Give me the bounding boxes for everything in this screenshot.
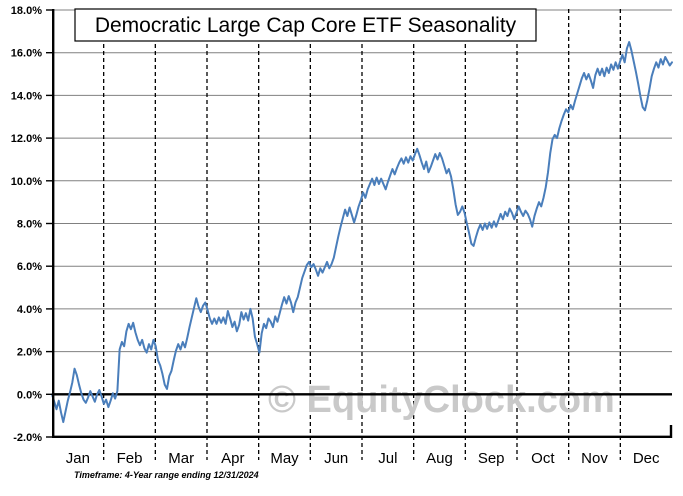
x-axis-label-oct: Oct [531,450,555,467]
x-axis-label-dec: Dec [633,450,660,467]
chart-title: Democratic Large Cap Core ETF Seasonalit… [95,14,517,37]
y-axis-ticks: 18.0% 16.0% 14.0% 12.0% 10.0% 8.0% 6.0% 4.0% 2.0… [11,5,53,444]
y-axis-label: 16.0% [11,48,42,60]
x-axis-label-may: May [270,450,299,467]
y-axis-label: 2.0% [17,347,42,359]
x-axis-label-jul: Jul [378,450,397,467]
seasonality-line [51,41,673,424]
y-axis-label: 14.0% [11,90,42,102]
chart-title-box [74,8,537,42]
y-axis-label: 0.0% [17,389,42,401]
chart-footnote: Timeframe: 4-Year range ending 12/31/202… [74,470,259,480]
month-divider-lines [103,9,621,460]
y-axis-label: 12.0% [11,133,42,145]
y-axis-label: 6.0% [17,261,42,273]
x-axis-label-feb: Feb [117,450,143,467]
x-axis-label-aug: Aug [426,450,453,467]
y-axis-label: -2.0% [13,432,42,444]
x-axis-label-jun: Jun [324,450,348,467]
x-axis-label-nov: Nov [581,450,608,467]
x-axis-month-labels: Jan Feb Mar Apr May Jun Jul Aug Sep Oct Nov Dec [66,450,660,467]
y-axis-label: 18.0% [11,5,42,17]
y-axis-label: 10.0% [11,176,42,188]
y-axis-label: 8.0% [17,219,42,231]
x-axis-label-sep: Sep [478,450,505,467]
y-axis-label: 4.0% [17,304,42,316]
x-axis-label-mar: Mar [168,450,194,467]
equityclock-watermark: © EquityClock.com [268,379,615,421]
x-axis-label-apr: Apr [221,450,244,467]
x-axis-label-jan: Jan [66,450,90,467]
